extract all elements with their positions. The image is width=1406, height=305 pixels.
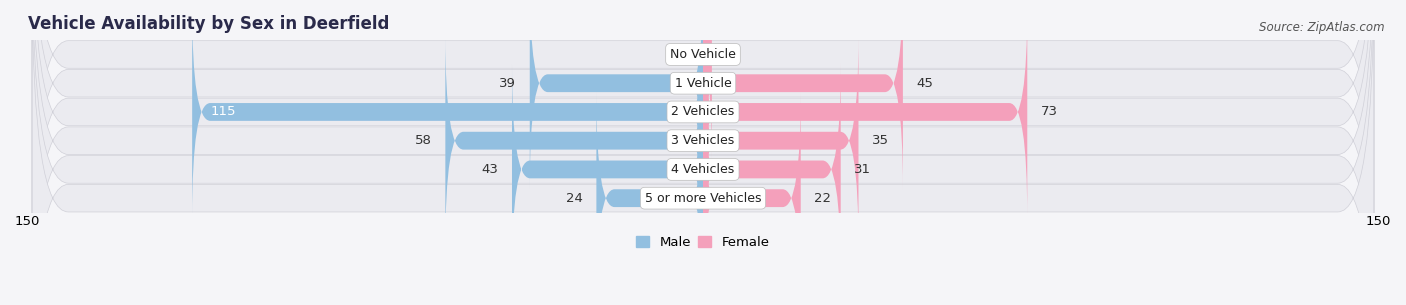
Text: 24: 24 — [567, 192, 583, 205]
Text: 5 or more Vehicles: 5 or more Vehicles — [645, 192, 761, 205]
FancyBboxPatch shape — [703, 0, 903, 189]
Text: 31: 31 — [855, 163, 872, 176]
FancyBboxPatch shape — [32, 0, 1374, 299]
Text: 1 Vehicle: 1 Vehicle — [675, 77, 731, 90]
Text: Vehicle Availability by Sex in Deerfield: Vehicle Availability by Sex in Deerfield — [28, 15, 389, 33]
Text: 4 Vehicles: 4 Vehicles — [672, 163, 734, 176]
FancyBboxPatch shape — [703, 63, 841, 275]
Text: 22: 22 — [814, 192, 831, 205]
FancyBboxPatch shape — [596, 92, 703, 304]
Text: 45: 45 — [917, 77, 934, 90]
Text: 3 Vehicles: 3 Vehicles — [672, 134, 734, 147]
Text: 2 Vehicles: 2 Vehicles — [672, 106, 734, 118]
Text: 39: 39 — [499, 77, 516, 90]
Legend: Male, Female: Male, Female — [631, 231, 775, 254]
Text: 35: 35 — [872, 134, 889, 147]
Text: 0: 0 — [686, 48, 695, 61]
Text: 58: 58 — [415, 134, 432, 147]
FancyBboxPatch shape — [695, 0, 721, 160]
FancyBboxPatch shape — [512, 63, 703, 275]
Text: 115: 115 — [209, 106, 236, 118]
FancyBboxPatch shape — [446, 35, 703, 247]
FancyBboxPatch shape — [193, 6, 703, 218]
Text: 43: 43 — [482, 163, 499, 176]
FancyBboxPatch shape — [32, 0, 1374, 271]
FancyBboxPatch shape — [32, 0, 1374, 305]
Text: 73: 73 — [1040, 106, 1057, 118]
FancyBboxPatch shape — [703, 92, 801, 304]
FancyBboxPatch shape — [32, 0, 1374, 305]
FancyBboxPatch shape — [703, 35, 859, 247]
Text: No Vehicle: No Vehicle — [671, 48, 735, 61]
FancyBboxPatch shape — [530, 0, 703, 189]
FancyBboxPatch shape — [32, 0, 1374, 305]
Text: Source: ZipAtlas.com: Source: ZipAtlas.com — [1260, 21, 1385, 34]
FancyBboxPatch shape — [703, 6, 1028, 218]
Text: 2: 2 — [725, 48, 734, 61]
FancyBboxPatch shape — [32, 0, 1374, 305]
